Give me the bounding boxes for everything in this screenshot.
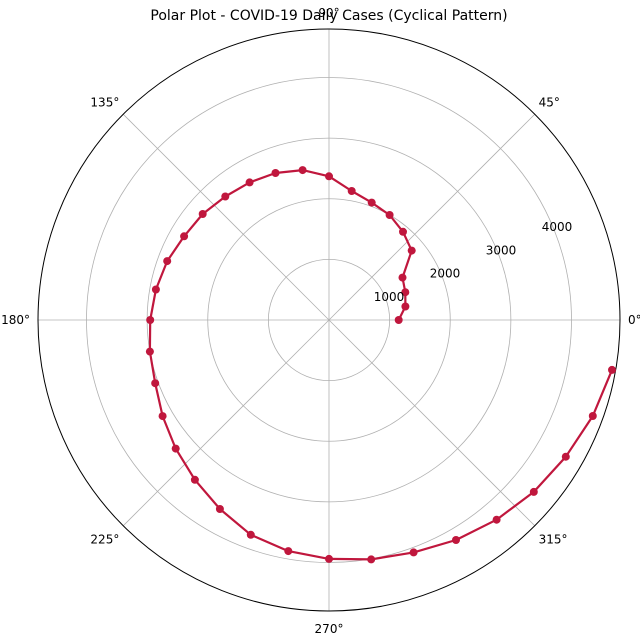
theta-gridline-315 (328, 319, 536, 527)
r-tick-label: 4000 (542, 220, 573, 234)
theta-tick-label: 90° (318, 6, 339, 20)
theta-tick-label: 225° (90, 533, 119, 547)
data-point (284, 547, 293, 556)
data-point (171, 444, 180, 453)
data-point (163, 257, 172, 266)
theta-tick-label: 315° (539, 533, 568, 547)
data-point (401, 302, 410, 311)
chart-title: Polar Plot - COVID-19 Daily Cases (Cycli… (150, 8, 507, 24)
data-point (325, 554, 333, 563)
data-point (394, 316, 403, 324)
data-point (145, 347, 154, 356)
data-point (561, 452, 570, 461)
data-point (151, 379, 160, 388)
theta-gridline-225 (122, 319, 330, 527)
theta-gridline-45 (328, 113, 536, 321)
data-point (190, 475, 199, 484)
data-point (492, 515, 501, 524)
theta-gridline-135 (122, 113, 330, 321)
data-point (215, 505, 224, 513)
theta-tick-label: 180° (1, 313, 30, 327)
series-cases (145, 166, 616, 564)
r-tick-label: 2000 (430, 267, 461, 281)
grid (38, 29, 620, 611)
data-point (608, 365, 616, 374)
data-point (407, 246, 416, 255)
r-tick-label: 3000 (486, 243, 517, 257)
data-point (221, 192, 230, 201)
data-point (401, 288, 410, 297)
data-point (245, 178, 254, 187)
data-point (588, 412, 597, 420)
data-point (385, 211, 394, 219)
theta-tick-label: 45° (539, 95, 560, 109)
data-point (271, 169, 280, 177)
data-point (529, 487, 538, 496)
data-point (367, 555, 376, 564)
theta-tick-label: 135° (90, 95, 119, 109)
data-point (180, 232, 189, 241)
r-tick-label: 1000 (374, 290, 405, 304)
theta-tick-label: 0° (628, 313, 640, 327)
data-point (158, 412, 167, 421)
tick-labels: 0° 45° 90° 135° 180° 225° 270° 315° 1000 2000 3000… (1, 6, 640, 636)
data-point (398, 273, 407, 282)
plot-frame (37, 28, 621, 612)
data-point (347, 187, 356, 195)
data-point (367, 198, 376, 207)
data-point (151, 285, 160, 294)
data-point (409, 548, 418, 557)
data-point (399, 227, 407, 236)
data-point (198, 210, 207, 218)
data-point (146, 316, 155, 324)
data-point (246, 530, 255, 539)
theta-tick-label: 270° (315, 622, 344, 636)
data-point (452, 536, 460, 544)
data-point (325, 172, 333, 181)
data-point (298, 166, 307, 175)
